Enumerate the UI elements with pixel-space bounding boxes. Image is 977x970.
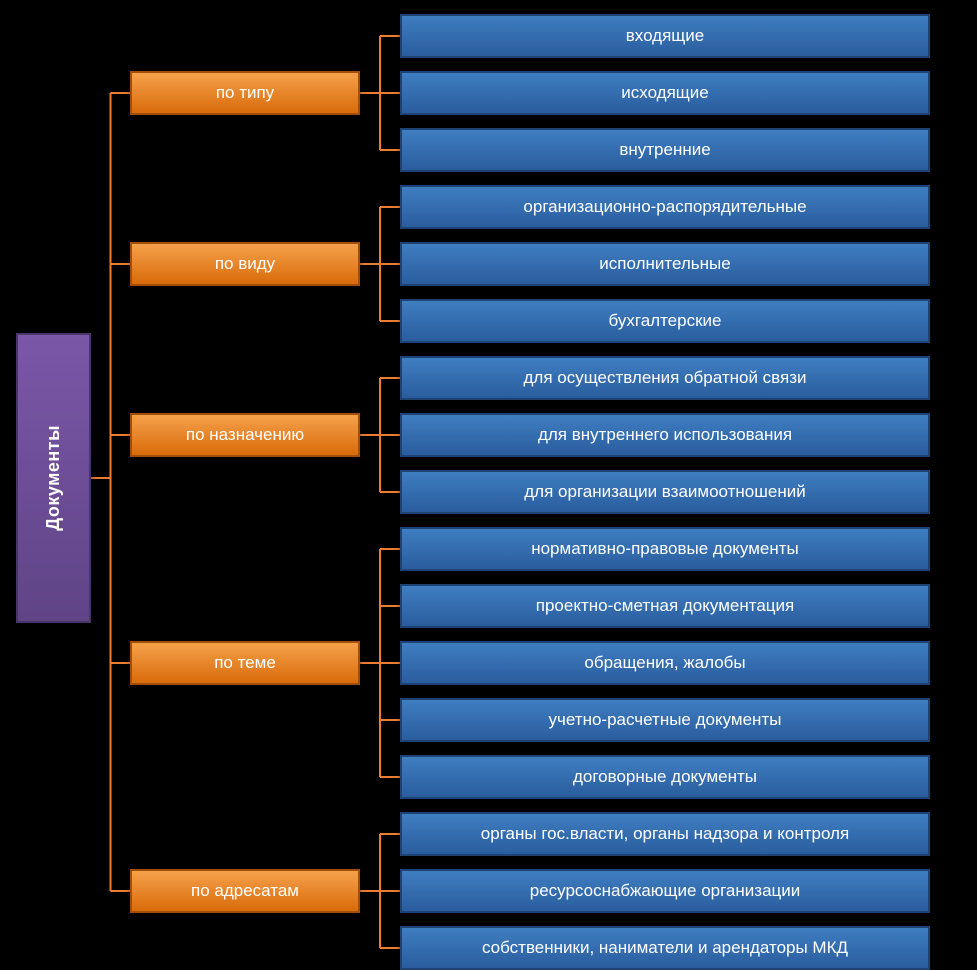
category-node: по адресатам (130, 869, 360, 913)
root-node-documents: Документы (16, 333, 91, 623)
leaf-node: бухгалтерские (400, 299, 930, 343)
leaf-node: нормативно-правовые документы (400, 527, 930, 571)
leaf-node: учетно-расчетные документы (400, 698, 930, 742)
leaf-node: для осуществления обратной связи (400, 356, 930, 400)
leaf-node: обращения, жалобы (400, 641, 930, 685)
root-label: Документы (43, 425, 64, 531)
leaf-node: органы гос.власти, органы надзора и конт… (400, 812, 930, 856)
category-node: по типу (130, 71, 360, 115)
leaf-node: собственники, наниматели и арендаторы МК… (400, 926, 930, 970)
leaf-node: входящие (400, 14, 930, 58)
leaf-node: для организации взаимоотношений (400, 470, 930, 514)
leaf-node: для внутреннего использования (400, 413, 930, 457)
category-node: по виду (130, 242, 360, 286)
leaf-node: договорные документы (400, 755, 930, 799)
leaf-node: исходящие (400, 71, 930, 115)
leaf-node: организационно-распорядительные (400, 185, 930, 229)
leaf-node: внутренние (400, 128, 930, 172)
leaf-node: исполнительные (400, 242, 930, 286)
leaf-node: проектно-сметная документация (400, 584, 930, 628)
leaf-node: ресурсоснабжающие организации (400, 869, 930, 913)
category-node: по теме (130, 641, 360, 685)
category-node: по назначению (130, 413, 360, 457)
